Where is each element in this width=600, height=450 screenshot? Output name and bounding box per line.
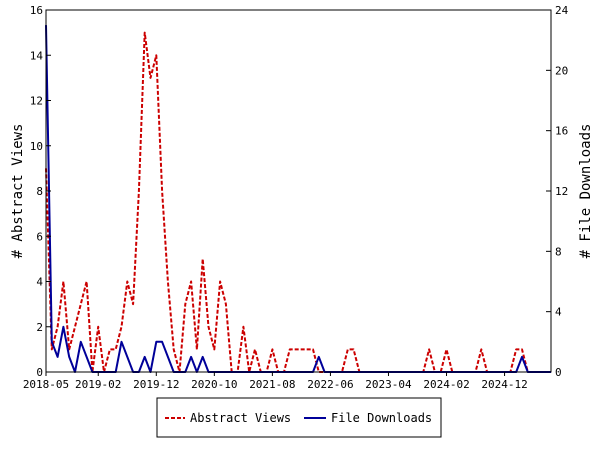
y2-tick-label: 4 (555, 306, 562, 319)
y-tick-label: 2 (36, 321, 43, 334)
series-line-file-downloads (45, 25, 551, 373)
y2-tick-label: 24 (555, 4, 569, 17)
legend-box (156, 397, 442, 438)
legend-label-abstract-views: Abstract Views (190, 411, 291, 425)
x-tick-label: 2021-08 (249, 378, 295, 391)
legend: Abstract Views File Downloads (156, 397, 442, 438)
x-tick-label: 2023-04 (365, 378, 412, 391)
y-tick-label: 14 (30, 49, 44, 62)
y2-tick-label: 20 (555, 64, 568, 77)
y-tick-label: 0 (36, 366, 43, 379)
series-line-abstract-views (45, 31, 551, 373)
y-tick-label: 6 (36, 230, 43, 243)
x-tick-label: 2019-12 (133, 378, 179, 391)
y-tick-label: 16 (30, 4, 43, 17)
y-tick-label: 8 (36, 185, 43, 198)
x-tick-label: 2024-02 (423, 378, 469, 391)
x-tick-label: 2020-10 (191, 378, 237, 391)
x-tick-label: 2022-06 (307, 378, 353, 391)
x-tick-label: 2018-05 (23, 378, 69, 391)
y-tick-label: 4 (36, 276, 43, 289)
y2-tick-label: 16 (555, 125, 568, 138)
legend-label-file-downloads: File Downloads (331, 411, 432, 425)
y-tick-label: 10 (30, 140, 43, 153)
series-layer (45, 25, 551, 373)
y2-axis-title: # File Downloads (578, 124, 594, 259)
y2-tick-label: 0 (555, 366, 562, 379)
y-tick-label: 12 (30, 95, 43, 108)
y2-tick-label: 8 (555, 245, 562, 258)
y-axis-title: # Abstract Views (10, 124, 26, 259)
x-tick-label: 2024-12 (481, 378, 527, 391)
x-tick-label: 2019-02 (75, 378, 121, 391)
y2-tick-label: 12 (555, 185, 568, 198)
